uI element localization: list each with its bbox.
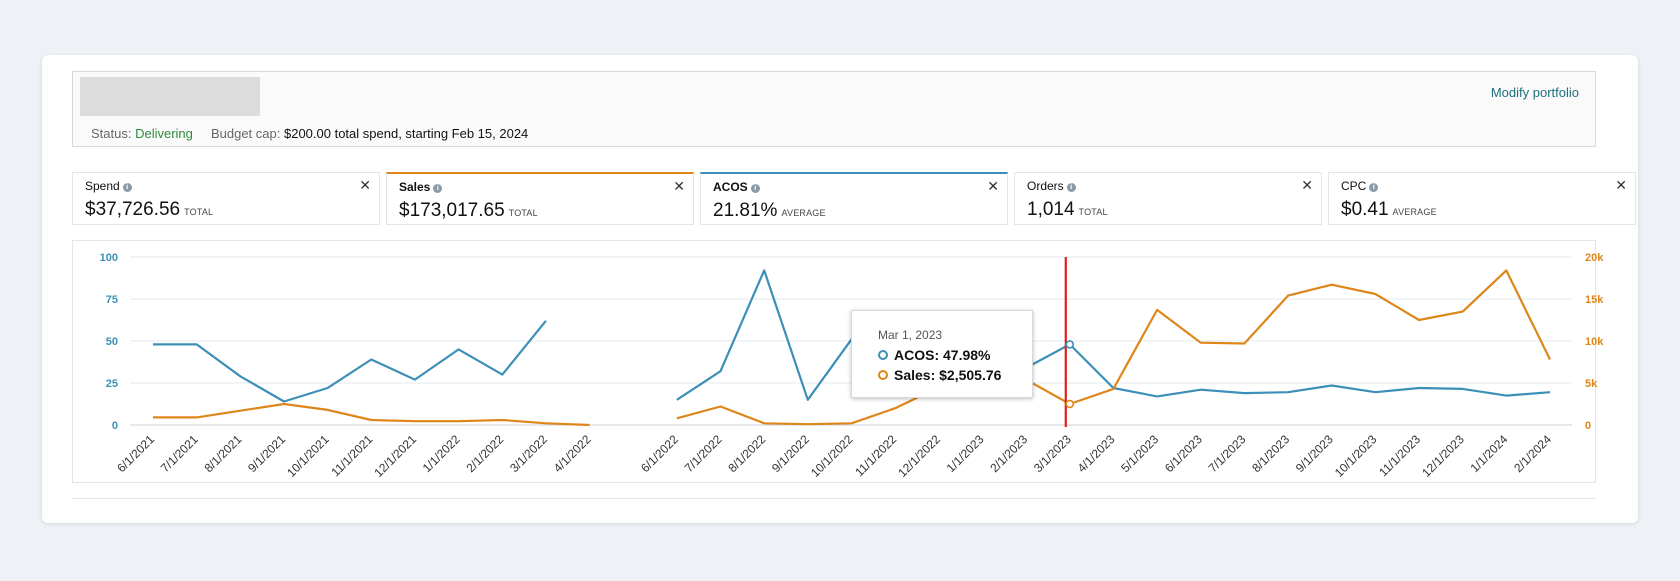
metric-unit: TOTAL <box>1078 207 1108 217</box>
x-tick-label: 7/1/2023 <box>1206 432 1249 475</box>
x-tick-label: 10/1/2021 <box>284 432 332 480</box>
portfolio-header: Status: Delivering Budget cap: $200.00 t… <box>72 71 1596 147</box>
x-tick-label: 10/1/2022 <box>808 432 856 480</box>
budget-label: Budget cap: <box>210 126 281 141</box>
y-right-tick-label: 10k <box>1585 336 1604 348</box>
x-tick-label: 7/1/2022 <box>682 432 725 475</box>
acos-dot-icon <box>878 350 888 360</box>
x-tick-label: 2/1/2023 <box>987 432 1030 475</box>
divider <box>72 498 1596 499</box>
y-left-tick-label: 50 <box>106 336 118 348</box>
metric-card-spend[interactable]: Spend i ✕ $37,726.56 TOTAL <box>72 172 380 225</box>
close-icon[interactable]: ✕ <box>987 178 999 194</box>
x-tick-label: 8/1/2022 <box>725 432 768 475</box>
x-tick-label: 9/1/2023 <box>1293 432 1336 475</box>
x-tick-label: 3/1/2022 <box>507 432 550 475</box>
modify-portfolio-link[interactable]: Modify portfolio <box>1490 85 1579 100</box>
metric-card-acos[interactable]: ACOS i ✕ 21.81% AVERAGE <box>700 172 1008 225</box>
x-tick-label: 8/1/2021 <box>201 432 244 475</box>
chart-container <box>72 240 1596 483</box>
metric-label: Spend <box>85 179 120 193</box>
close-icon[interactable]: ✕ <box>1615 177 1627 193</box>
y-left-tick-label: 75 <box>106 294 118 306</box>
info-icon[interactable]: i <box>1066 183 1076 192</box>
sales-dot-icon <box>878 370 888 380</box>
metric-label: Orders <box>1027 179 1064 193</box>
metric-label: Sales <box>399 180 431 194</box>
x-tick-label: 12/1/2023 <box>1419 432 1467 480</box>
x-tick-label: 1/1/2022 <box>420 432 463 475</box>
y-left-tick-label: 25 <box>106 378 118 390</box>
metric-unit: TOTAL <box>184 207 214 217</box>
info-icon[interactable]: i <box>122 183 132 192</box>
x-tick-label: 2/1/2022 <box>463 432 506 475</box>
status-label: Status: <box>91 126 132 141</box>
y-right-tick-label: 15k <box>1585 294 1604 306</box>
x-tick-label: 9/1/2021 <box>245 432 288 475</box>
metric-unit: AVERAGE <box>1392 207 1437 217</box>
metric-unit: AVERAGE <box>781 208 826 218</box>
x-tick-label: 1/1/2024 <box>1468 432 1511 475</box>
metric-unit: TOTAL <box>508 208 538 218</box>
y-right-tick-label: 20k <box>1585 252 1604 264</box>
x-tick-label: 11/1/2022 <box>852 432 899 479</box>
info-icon[interactable]: i <box>1369 183 1379 192</box>
x-tick-label: 1/1/2023 <box>944 432 987 475</box>
portfolio-card: Status: Delivering Budget cap: $200.00 t… <box>42 55 1638 523</box>
y-left-tick-label: 0 <box>112 420 118 432</box>
x-tick-label: 2/1/2024 <box>1511 432 1554 475</box>
tooltip-sales: Sales: $2,505.76 <box>894 367 1002 383</box>
close-icon[interactable]: ✕ <box>673 178 685 194</box>
hover-point-sales <box>1065 399 1075 409</box>
close-icon[interactable]: ✕ <box>359 177 371 193</box>
hover-point-acos <box>1065 340 1075 349</box>
metric-card-cpc[interactable]: CPC i ✕ $0.41 AVERAGE <box>1328 172 1636 225</box>
tooltip-acos: ACOS: 47.98% <box>894 347 991 363</box>
close-icon[interactable]: ✕ <box>1301 177 1313 193</box>
tooltip-date: Mar 1, 2023 <box>878 328 943 342</box>
x-tick-label: 6/1/2023 <box>1162 432 1205 475</box>
x-tick-label: 11/1/2023 <box>1376 432 1423 479</box>
x-tick-label: 9/1/2022 <box>769 432 812 475</box>
info-icon[interactable]: i <box>433 184 443 193</box>
chart-tooltip: Mar 1, 2023 ACOS: 47.98% Sales: $2,505.7… <box>851 310 1033 398</box>
x-tick-label: 8/1/2023 <box>1249 432 1292 475</box>
y-right-tick-label: 5k <box>1585 378 1598 390</box>
x-tick-label: 4/1/2023 <box>1075 432 1118 475</box>
portfolio-name-redacted <box>80 77 260 116</box>
metric-label: ACOS <box>713 180 748 194</box>
metric-value: $0.41 <box>1341 199 1389 220</box>
metric-card-orders[interactable]: Orders i ✕ 1,014 TOTAL <box>1014 172 1322 225</box>
x-tick-label: 12/1/2021 <box>371 432 419 480</box>
x-tick-label: 10/1/2023 <box>1332 432 1380 480</box>
status-line: Status: Delivering Budget cap: $200.00 t… <box>91 126 528 141</box>
x-tick-label: 5/1/2023 <box>1118 432 1161 475</box>
y-right-tick-label: 0 <box>1585 420 1591 432</box>
y-left-tick-label: 100 <box>100 252 118 264</box>
info-icon[interactable]: i <box>750 184 760 193</box>
x-tick-label: 11/1/2021 <box>328 432 375 479</box>
x-tick-label: 4/1/2022 <box>551 432 594 475</box>
budget-value: $200.00 total spend, starting Feb 15, 20… <box>283 126 529 141</box>
metric-value: 1,014 <box>1027 199 1075 220</box>
metric-value: 21.81% <box>713 200 778 221</box>
series-line-sales <box>153 269 1551 427</box>
metric-value: $173,017.65 <box>399 200 505 221</box>
metric-card-sales[interactable]: Sales i ✕ $173,017.65 TOTAL <box>386 172 694 225</box>
metric-label: CPC <box>1341 179 1367 193</box>
x-tick-label: 6/1/2022 <box>638 432 681 475</box>
x-tick-label: 3/1/2023 <box>1031 432 1074 475</box>
status-value: Delivering <box>135 126 193 141</box>
metric-value: $37,726.56 <box>85 199 181 220</box>
x-tick-label: 6/1/2021 <box>114 432 157 475</box>
x-tick-label: 7/1/2021 <box>158 432 201 475</box>
x-tick-label: 12/1/2022 <box>895 432 943 480</box>
